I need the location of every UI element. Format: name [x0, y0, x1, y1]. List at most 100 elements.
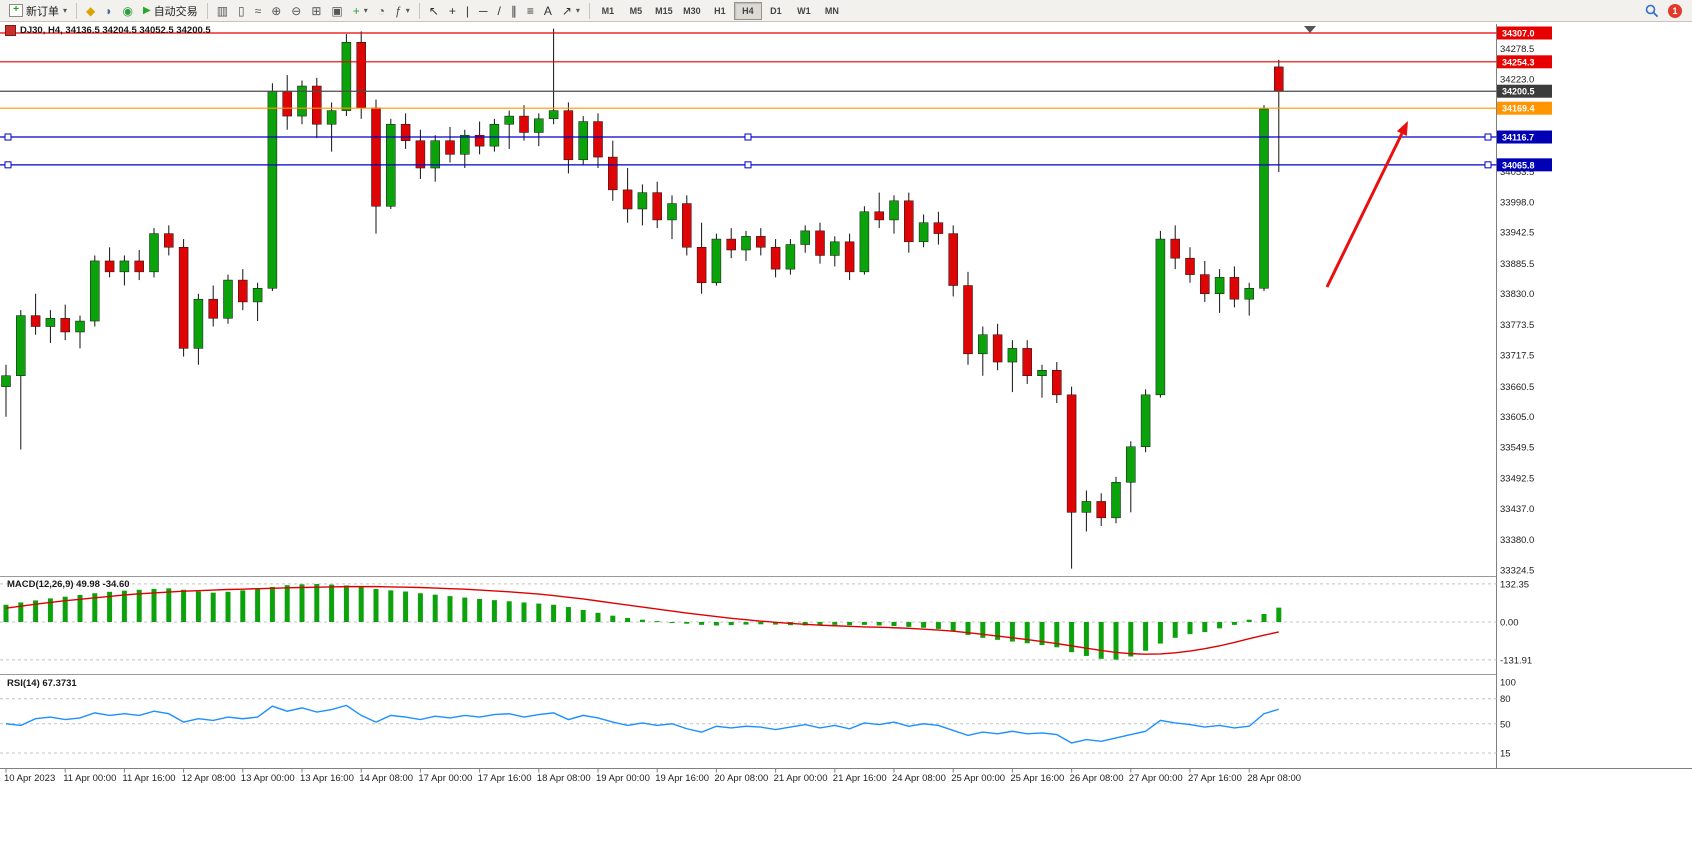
horizontal-line-button[interactable]: ─: [474, 1, 493, 20]
line-handle[interactable]: [4, 161, 12, 169]
candle-up: [548, 110, 559, 120]
time-axis-label[interactable]: 12 Apr 08:00: [182, 773, 236, 784]
time-axis-label[interactable]: 21 Apr 16:00: [833, 773, 887, 784]
time-axis-label[interactable]: 28 Apr 08:00: [1247, 773, 1301, 784]
time-axis-label[interactable]: 19 Apr 16:00: [655, 773, 709, 784]
vertical-line-icon: |: [465, 3, 469, 18]
time-axis-label[interactable]: 11 Apr 16:00: [122, 773, 175, 784]
zoom-in-button[interactable]: ⊕: [266, 1, 286, 20]
macd-histogram-bar: [950, 622, 956, 632]
macd-histogram-bar: [1261, 613, 1267, 622]
trend-arrow-head[interactable]: [1396, 121, 1408, 136]
candle-up: [711, 238, 722, 284]
candle-up: [267, 91, 278, 289]
green-community-button[interactable]: ◉: [118, 1, 138, 20]
timeframe-button-h4[interactable]: H4: [733, 2, 762, 20]
price-badge-label: 34254.3: [1502, 57, 1535, 67]
macd-histogram-bar: [713, 622, 719, 626]
time-axis-label[interactable]: 24 Apr 08:00: [892, 773, 946, 784]
timeframe-button-m15[interactable]: M15: [655, 6, 673, 16]
time-axis-label[interactable]: 27 Apr 16:00: [1188, 773, 1242, 784]
blue-headset-button[interactable]: ◗: [100, 1, 117, 20]
trend-arrow[interactable]: [1325, 132, 1404, 288]
price-badge: [1497, 26, 1552, 40]
timeframe-button-d1[interactable]: D1: [770, 6, 782, 16]
zoom-out-button[interactable]: ⊖: [286, 1, 306, 20]
text-button[interactable]: A: [539, 1, 557, 20]
time-axis-label[interactable]: 19 Apr 00:00: [596, 773, 650, 784]
time-axis-label[interactable]: 25 Apr 00:00: [951, 773, 1005, 784]
time-axis-label[interactable]: 26 Apr 08:00: [1070, 773, 1124, 784]
candle-up: [223, 279, 233, 319]
new-order-button[interactable]: + 新订单 ▾: [4, 1, 72, 20]
trendline-icon: /: [497, 3, 501, 18]
trendline-button[interactable]: /: [492, 1, 505, 20]
time-axis-label[interactable]: 18 Apr 08:00: [537, 773, 591, 784]
line-handle[interactable]: [1484, 161, 1492, 169]
vertical-line-button[interactable]: |: [461, 1, 474, 20]
crosshair-button[interactable]: +: [444, 1, 461, 20]
clock-button[interactable]: ◔: [373, 1, 390, 20]
candlestick-chart-button[interactable]: ▯: [233, 1, 250, 20]
macd-histogram-bar: [299, 584, 305, 622]
candle-up: [1081, 501, 1092, 513]
candle-down: [1022, 348, 1032, 376]
timeframe-button-m1[interactable]: M1: [601, 6, 615, 16]
timeframe-button-h1[interactable]: H1: [714, 6, 726, 16]
price-badge-label: 34116.7: [1502, 133, 1534, 143]
search-button[interactable]: [1640, 1, 1664, 20]
chevron-down-icon: ▾: [405, 6, 410, 15]
yellow-diamond-button[interactable]: ◆: [81, 1, 100, 20]
timeframe-button-m30[interactable]: M30: [683, 6, 701, 16]
timeframe-button-w1[interactable]: W1: [797, 6, 811, 16]
tile-windows-button[interactable]: ⊞: [306, 1, 326, 20]
auto-arrange-button[interactable]: ▣: [326, 1, 347, 20]
line-chart-button[interactable]: ≈: [250, 1, 267, 20]
candle-up: [889, 200, 899, 221]
macd-histogram-bar: [240, 590, 246, 622]
time-axis-label[interactable]: 27 Apr 00:00: [1129, 773, 1183, 784]
line-handle[interactable]: [4, 133, 12, 141]
time-axis-label[interactable]: 10 Apr 2023: [4, 773, 55, 784]
notification-badge[interactable]: 1: [1668, 3, 1682, 18]
auto-trading-button[interactable]: ▶ 自动交易: [138, 1, 203, 20]
macd-histogram-bar: [595, 612, 601, 622]
time-axis-label[interactable]: 13 Apr 00:00: [241, 773, 295, 784]
chart-window[interactable]: 34278.5 34223.0 34053.5 33998.0 33942.5 33885…: [0, 22, 1692, 851]
line-handle[interactable]: [1484, 133, 1492, 141]
line-handle[interactable]: [744, 161, 752, 169]
time-axis-label[interactable]: 14 Apr 08:00: [359, 773, 413, 784]
timeframe-button-m5[interactable]: M5: [629, 6, 643, 16]
bar-chart-button[interactable]: ▥: [212, 1, 233, 20]
time-axis-label[interactable]: 17 Apr 00:00: [418, 773, 472, 784]
time-axis-label[interactable]: 21 Apr 00:00: [774, 773, 828, 784]
timeframe-button-mn[interactable]: MN: [824, 6, 839, 16]
price-badge: [1497, 158, 1552, 172]
channel-button[interactable]: ∥: [506, 1, 522, 20]
fibonacci-button[interactable]: ≡: [522, 1, 539, 20]
arrows-button[interactable]: ↗ ▾: [557, 1, 585, 20]
chevron-down-icon: ▾: [363, 6, 368, 15]
macd-histogram-bar: [669, 622, 675, 623]
time-axis-label[interactable]: 25 Apr 16:00: [1010, 773, 1064, 784]
macd-histogram-bar: [1083, 622, 1089, 656]
price-badge-label: 34307.0: [1502, 29, 1535, 39]
candle-down: [1052, 370, 1062, 396]
chart-shift-marker[interactable]: [1304, 26, 1316, 33]
rsi-line: [5, 704, 1280, 744]
time-axis-label[interactable]: 13 Apr 16:00: [300, 773, 354, 784]
cursor-button[interactable]: ↖: [424, 1, 444, 20]
indicators-button[interactable]: ƒ ▾: [390, 1, 415, 20]
new-chart-button[interactable]: + ▾: [348, 1, 373, 20]
macd-histogram-bar: [758, 622, 764, 625]
time-axis-label[interactable]: 11 Apr 00:00: [63, 773, 116, 784]
candle-up: [1244, 288, 1254, 300]
new-order-icon: +: [9, 4, 23, 17]
price-axis-label: 33605.0: [1500, 412, 1534, 423]
line-handle[interactable]: [744, 133, 752, 141]
time-axis-label[interactable]: 17 Apr 16:00: [478, 773, 532, 784]
candle-up: [1214, 277, 1225, 294]
time-axis-label[interactable]: 20 Apr 08:00: [714, 773, 768, 784]
macd-axis-label: 132.35: [1500, 579, 1529, 590]
